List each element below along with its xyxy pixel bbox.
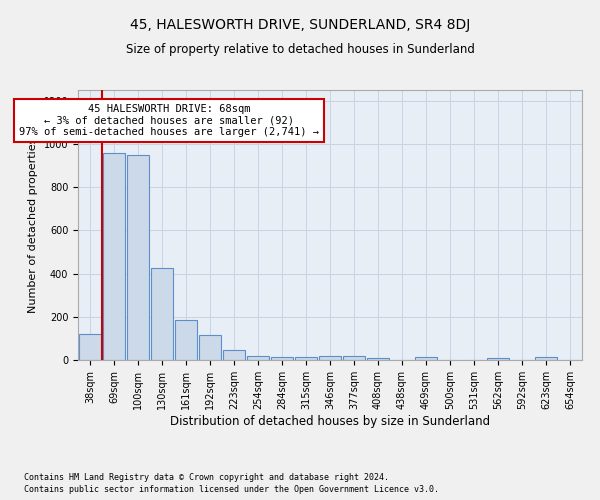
Text: Size of property relative to detached houses in Sunderland: Size of property relative to detached ho… bbox=[125, 42, 475, 56]
Text: Contains HM Land Registry data © Crown copyright and database right 2024.: Contains HM Land Registry data © Crown c… bbox=[24, 472, 389, 482]
Bar bbox=[175, 320, 197, 360]
X-axis label: Distribution of detached houses by size in Sunderland: Distribution of detached houses by size … bbox=[170, 414, 490, 428]
Y-axis label: Number of detached properties: Number of detached properties bbox=[28, 138, 38, 312]
Bar bbox=[223, 350, 245, 360]
Text: 45, HALESWORTH DRIVE, SUNDERLAND, SR4 8DJ: 45, HALESWORTH DRIVE, SUNDERLAND, SR4 8D… bbox=[130, 18, 470, 32]
Bar bbox=[367, 358, 389, 360]
Bar bbox=[271, 357, 293, 360]
Text: 45 HALESWORTH DRIVE: 68sqm
← 3% of detached houses are smaller (92)
97% of semi-: 45 HALESWORTH DRIVE: 68sqm ← 3% of detac… bbox=[19, 104, 319, 137]
Bar bbox=[127, 155, 149, 360]
Bar bbox=[535, 358, 557, 360]
Bar bbox=[343, 356, 365, 360]
Bar bbox=[295, 357, 317, 360]
Bar bbox=[247, 356, 269, 360]
Bar bbox=[103, 152, 125, 360]
Bar bbox=[319, 356, 341, 360]
Bar bbox=[79, 334, 101, 360]
Bar bbox=[487, 358, 509, 360]
Bar bbox=[151, 268, 173, 360]
Bar bbox=[415, 358, 437, 360]
Bar bbox=[199, 335, 221, 360]
Text: Contains public sector information licensed under the Open Government Licence v3: Contains public sector information licen… bbox=[24, 485, 439, 494]
